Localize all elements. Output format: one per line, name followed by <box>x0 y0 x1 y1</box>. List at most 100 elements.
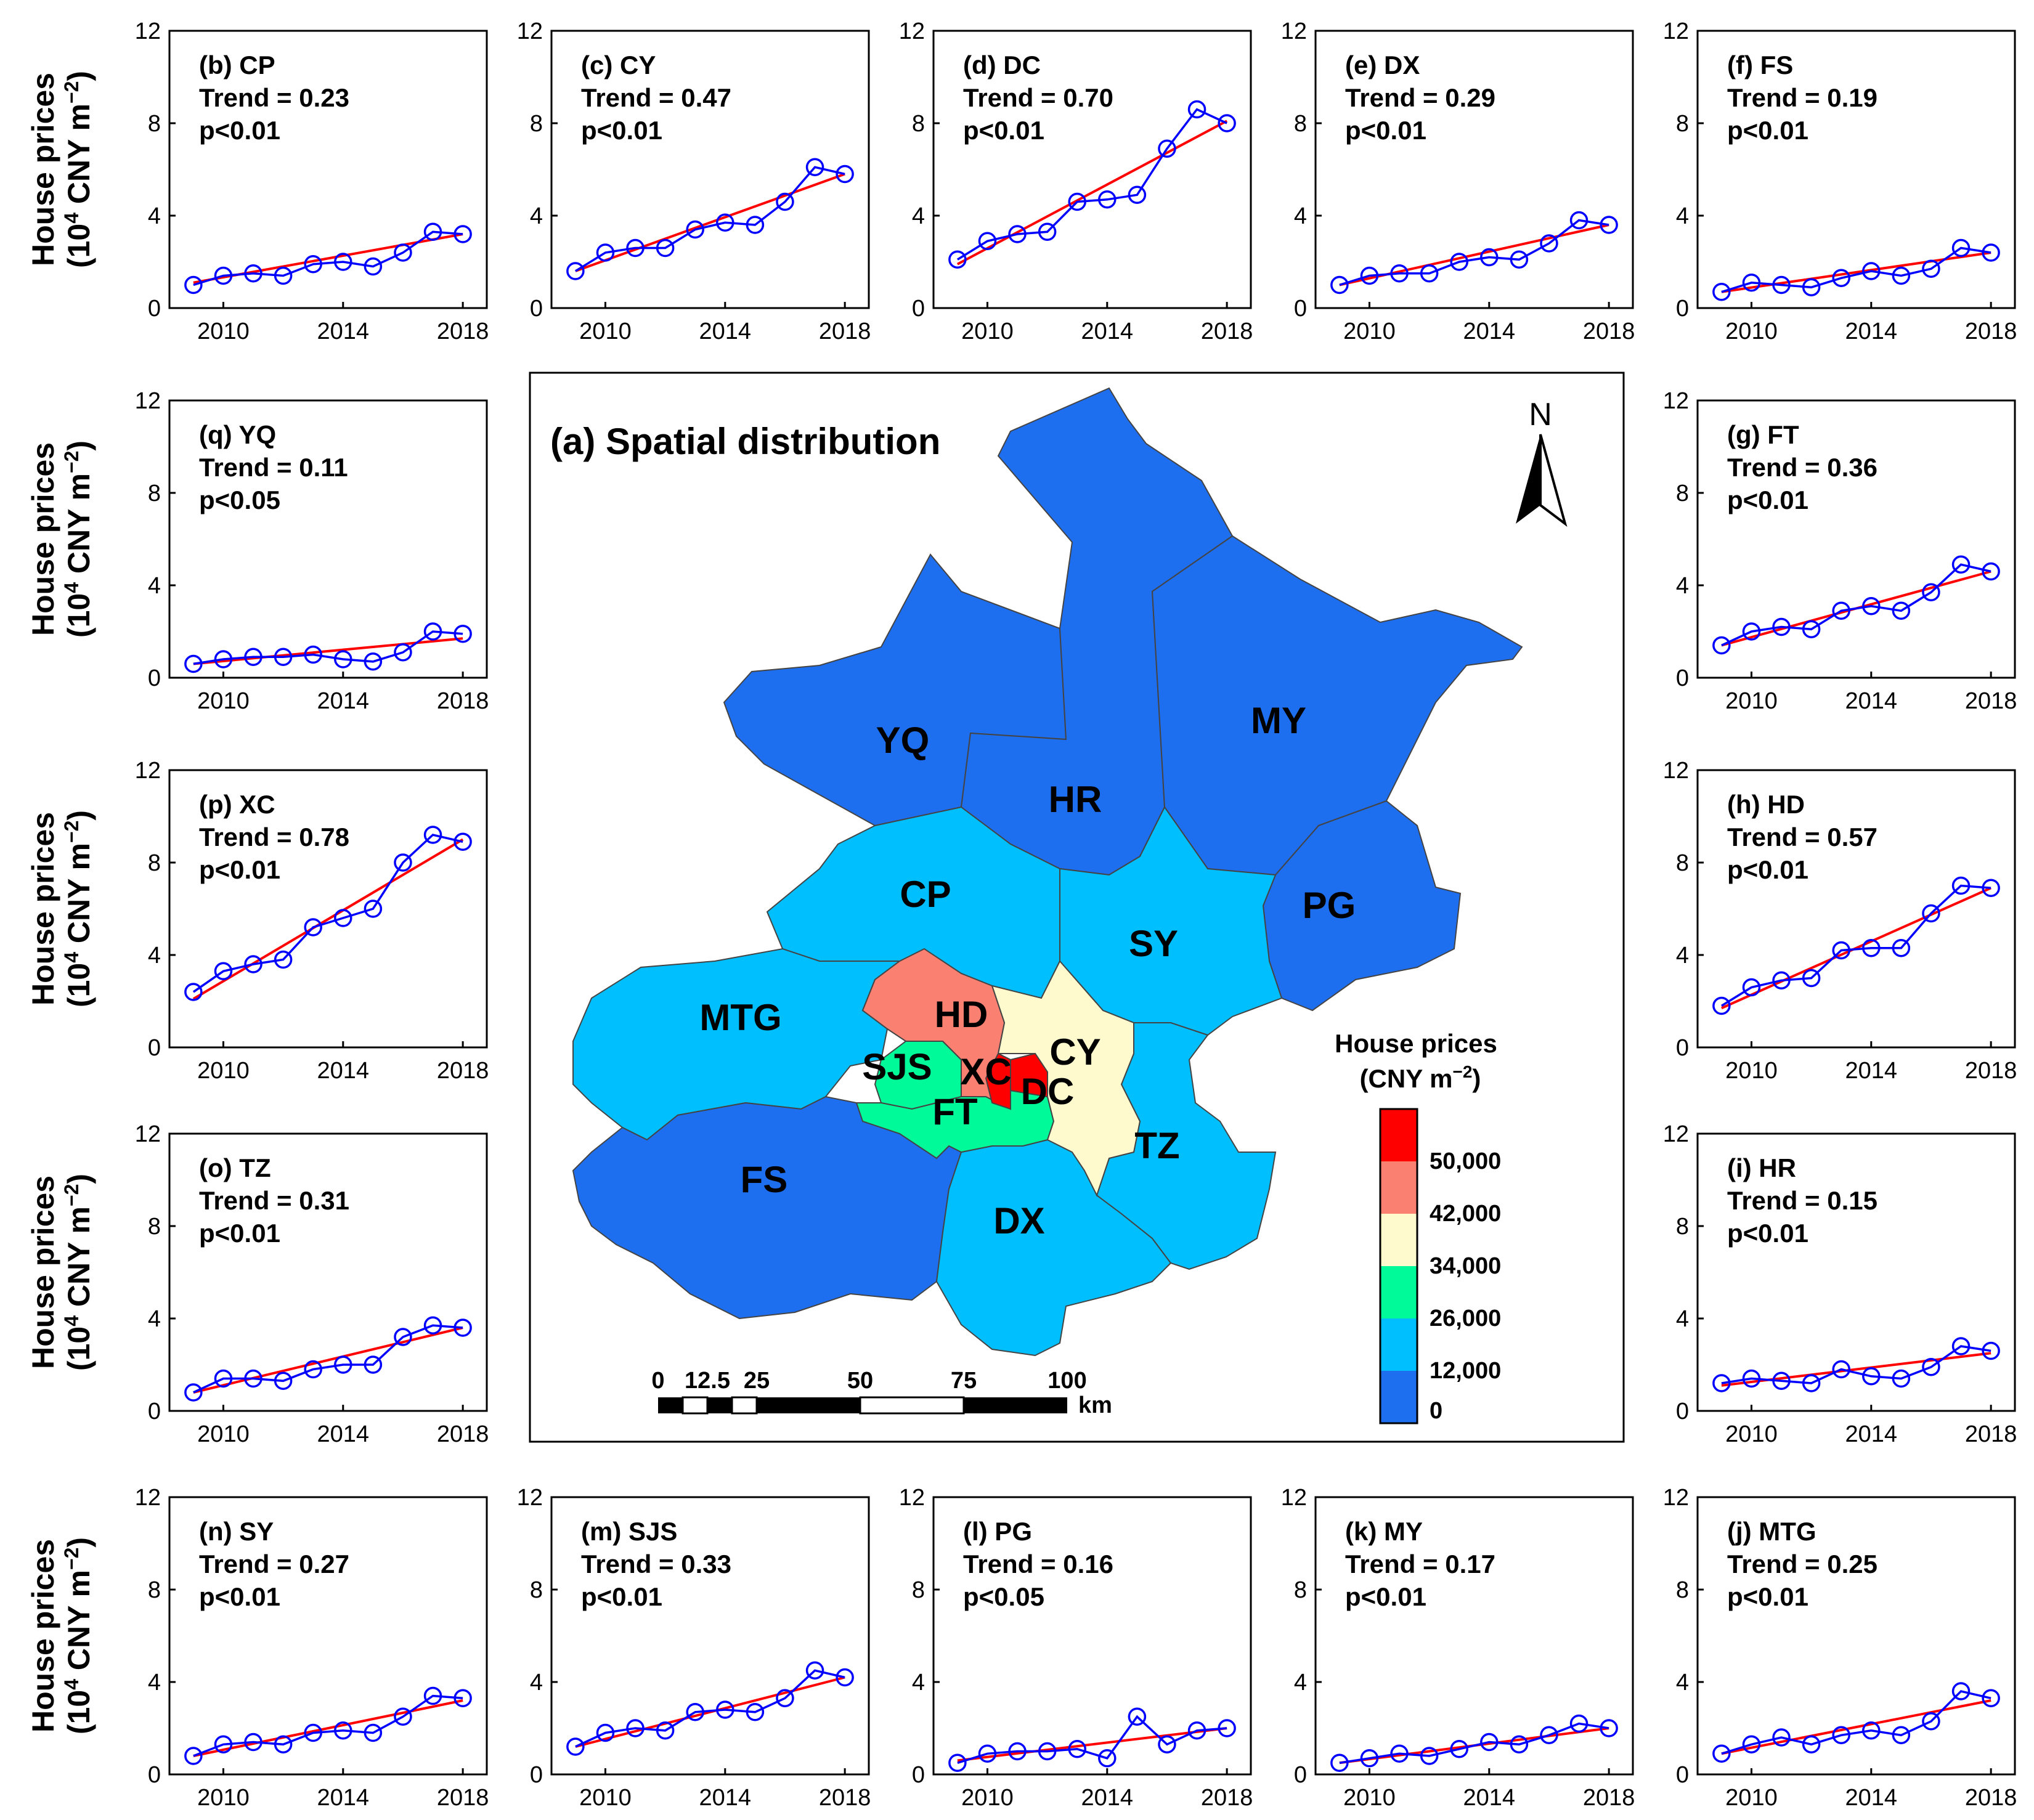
y-axis-labels: House prices (104 CNY m−2)House prices (10… <box>26 71 96 1734</box>
trend-line <box>1721 1699 1991 1755</box>
panel-title: (m) SJS <box>581 1517 677 1546</box>
data-point <box>304 918 322 936</box>
map-title: (a) Spatial distribution <box>550 421 940 462</box>
data-point <box>716 1700 734 1719</box>
data-point <box>1068 1740 1086 1758</box>
legend-swatch <box>1380 1318 1417 1371</box>
scale-tick: 25 <box>744 1368 770 1394</box>
data-point <box>1569 1714 1589 1733</box>
data-point <box>394 1328 412 1346</box>
price-series-line <box>1721 563 1991 647</box>
data-point <box>1218 1719 1236 1737</box>
y-tick-label: 4 <box>148 573 161 599</box>
district-label: HR <box>1049 779 1102 820</box>
trend-label: Trend = 0.16 <box>963 1550 1113 1578</box>
price-series-line <box>575 1669 845 1748</box>
data-point <box>1892 1369 1911 1388</box>
y-tick-label: 8 <box>148 850 161 876</box>
data-point <box>1330 1753 1349 1772</box>
district-label: PG <box>1303 885 1356 926</box>
district-label: MY <box>1251 700 1306 741</box>
data-point <box>1951 555 1971 574</box>
y-tick-label: 0 <box>1676 296 1689 322</box>
y-tick-label: 12 <box>1281 1485 1307 1511</box>
data-point <box>1390 264 1409 283</box>
x-tick-label: 2014 <box>1845 1058 1898 1084</box>
legend: House prices (CNY m−2) 50,000 42,000 34,… <box>1335 1029 1501 1424</box>
y-tick-label: 8 <box>148 481 161 506</box>
y-axis-title: House prices (104 CNY m−2) <box>26 810 96 1007</box>
y-tick-label: 4 <box>1676 203 1689 229</box>
data-point <box>214 1735 233 1753</box>
data-point <box>394 1707 412 1726</box>
legend-title: House prices <box>1335 1029 1497 1058</box>
y-tick-label: 12 <box>1663 388 1689 414</box>
y-tick-label: 0 <box>912 296 925 322</box>
data-point <box>1742 978 1761 997</box>
p-value-label: p<0.01 <box>1345 116 1426 145</box>
y-axis-title-line1: House prices <box>26 812 60 1005</box>
scale-tick: 50 <box>847 1368 873 1394</box>
north-arrow-icon: N <box>1516 397 1568 527</box>
y-axis-title: House prices (104 CNY m−2) <box>26 1174 96 1371</box>
trend-line <box>957 1727 1227 1762</box>
price-series-line <box>1721 1690 1991 1755</box>
x-tick-label: 2014 <box>699 319 752 344</box>
y-tick-label: 12 <box>135 1485 161 1511</box>
data-point <box>364 1355 383 1374</box>
data-point <box>1712 996 1731 1015</box>
data-point <box>1098 1749 1117 1768</box>
data-point <box>776 1689 794 1707</box>
data-point <box>1098 190 1117 209</box>
data-point <box>274 1735 293 1753</box>
data-point <box>454 625 472 643</box>
y-axis-title-line2: (104 CNY m−2) <box>60 71 96 268</box>
data-point <box>1540 1726 1558 1744</box>
data-point <box>836 165 854 184</box>
data-point <box>1480 1733 1499 1752</box>
district-xc[interactable] <box>985 1052 1011 1110</box>
p-value-label: p<0.01 <box>199 855 280 884</box>
data-point <box>1420 264 1439 283</box>
panel-title: (q) YQ <box>199 420 276 449</box>
data-point <box>184 654 203 673</box>
data-point <box>423 222 442 241</box>
legend-unit: (CNY m−2) <box>1360 1062 1481 1093</box>
time-series-panels: 0 4 8 12 2010 2014 2018 (b) CP Trend = 0.23 p<0.0… <box>135 18 2017 1811</box>
y-tick-label: 0 <box>530 296 543 322</box>
district-label: CY <box>1049 1031 1100 1073</box>
data-point <box>1008 225 1027 243</box>
data-point <box>244 1369 262 1388</box>
legend-tick: 26,000 <box>1430 1306 1501 1331</box>
panel-title: (j) MTG <box>1727 1517 1816 1546</box>
panel-m: 0 4 8 12 2010 2014 2018 (m) SJS Trend = 0.33 p<0.… <box>517 1485 871 1811</box>
panel-title: (c) CY <box>581 51 656 79</box>
data-point <box>454 225 472 243</box>
y-tick-label: 4 <box>148 203 161 229</box>
y-tick-label: 12 <box>517 1485 543 1511</box>
data-point <box>1158 139 1176 158</box>
x-tick-label: 2014 <box>699 1785 752 1811</box>
y-tick-label: 4 <box>1294 1670 1307 1696</box>
y-tick-label: 12 <box>1663 1121 1689 1147</box>
district-labels: YQ HR MY PG FS CP SY MTG TZ DX SJS FT CY… <box>699 700 1356 1241</box>
y-tick-label: 4 <box>530 203 543 229</box>
data-point <box>686 1703 704 1721</box>
price-series-line <box>192 834 463 993</box>
y-tick-label: 8 <box>1676 850 1689 876</box>
y-axis-title: House prices (104 CNY m−2) <box>26 71 96 268</box>
x-tick-label: 2018 <box>819 319 871 344</box>
data-point <box>1862 262 1881 280</box>
y-tick-label: 0 <box>148 665 161 691</box>
panel-frame <box>1314 30 1634 309</box>
data-point <box>244 648 262 666</box>
data-point <box>716 213 734 232</box>
data-point <box>454 1318 472 1337</box>
data-point <box>1128 1707 1147 1726</box>
x-tick-label: 2010 <box>579 319 632 344</box>
data-point <box>1068 192 1086 211</box>
data-point <box>1982 1689 2000 1707</box>
legend-tick: 50,000 <box>1430 1148 1501 1174</box>
data-point <box>656 238 675 258</box>
y-tick-label: 0 <box>1294 1762 1307 1788</box>
